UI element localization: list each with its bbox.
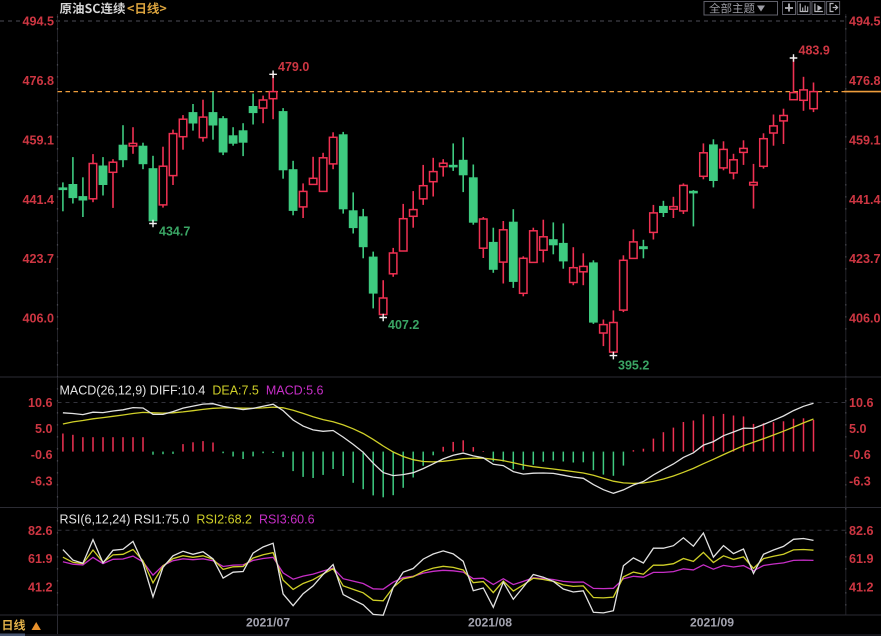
- svg-text:423.7: 423.7: [22, 252, 54, 266]
- svg-text:483.9: 483.9: [799, 43, 830, 57]
- svg-text:82.6: 82.6: [28, 524, 53, 538]
- svg-text:RSI(6,12,24) RSI1:75.0 RSI2:6: RSI(6,12,24) RSI1:75.0 RSI2:68.2 RSI3:60…: [60, 513, 315, 527]
- svg-text:5.0: 5.0: [35, 422, 53, 436]
- svg-text:406.0: 406.0: [849, 312, 881, 326]
- svg-text:82.6: 82.6: [849, 524, 874, 538]
- svg-text:2021/08: 2021/08: [468, 616, 512, 630]
- svg-text:-0.6: -0.6: [849, 448, 871, 462]
- svg-text:441.4: 441.4: [22, 193, 54, 207]
- svg-text:407.2: 407.2: [388, 318, 419, 332]
- svg-text:10.6: 10.6: [849, 396, 874, 410]
- svg-text:-6.3: -6.3: [31, 474, 53, 488]
- svg-text:2021/09: 2021/09: [690, 616, 734, 630]
- svg-text:61.9: 61.9: [28, 552, 53, 566]
- svg-text:423.7: 423.7: [849, 252, 881, 266]
- svg-text:479.0: 479.0: [278, 60, 309, 74]
- svg-text:494.5: 494.5: [22, 15, 54, 29]
- svg-text:41.2: 41.2: [849, 580, 874, 594]
- svg-text:5.0: 5.0: [849, 422, 867, 436]
- svg-text:406.0: 406.0: [22, 312, 54, 326]
- svg-text:395.2: 395.2: [618, 359, 649, 373]
- svg-text:10.6: 10.6: [28, 396, 53, 410]
- svg-text:-0.6: -0.6: [31, 448, 53, 462]
- svg-text:459.1: 459.1: [22, 133, 54, 147]
- svg-text:441.4: 441.4: [849, 193, 881, 207]
- svg-text:-6.3: -6.3: [849, 474, 871, 488]
- svg-text:61.9: 61.9: [849, 552, 874, 566]
- svg-text:459.1: 459.1: [849, 133, 881, 147]
- svg-text:2021/07: 2021/07: [246, 616, 290, 630]
- svg-text:MACD(26,12,9) DIFF:10.4 DEA:7: MACD(26,12,9) DIFF:10.4 DEA:7.5 MACD:5.6: [60, 384, 324, 398]
- svg-text:476.8: 476.8: [849, 74, 881, 88]
- svg-text:434.7: 434.7: [159, 225, 190, 239]
- svg-text:494.5: 494.5: [849, 15, 881, 29]
- svg-text:476.8: 476.8: [22, 74, 54, 88]
- svg-text:41.2: 41.2: [28, 580, 53, 594]
